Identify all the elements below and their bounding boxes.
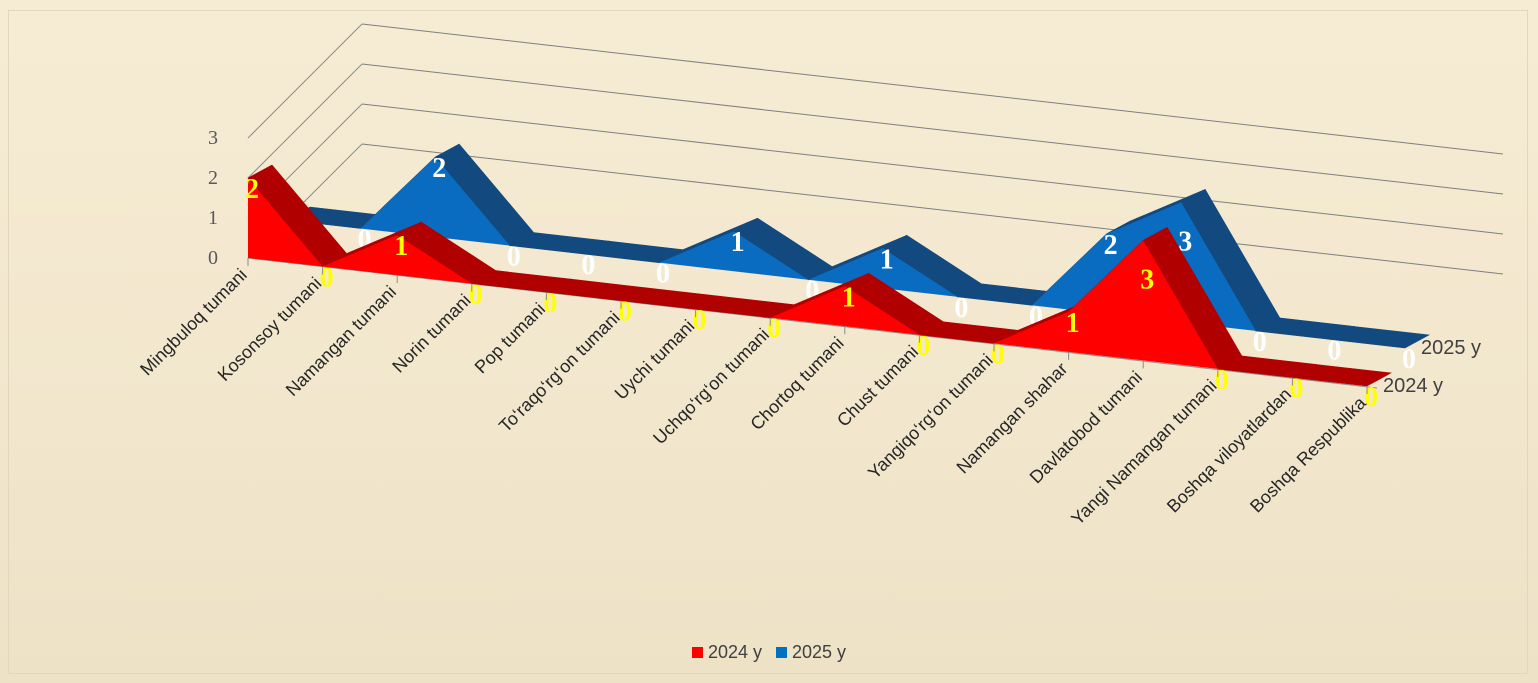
- legend-label-2024: 2024 y: [707, 642, 762, 662]
- data-label: 2: [1104, 230, 1118, 261]
- legend-label-2025: 2025 y: [792, 642, 847, 662]
- x-tick-label: Uychi tumani: [611, 316, 699, 404]
- gridline-3: [361, 23, 1504, 155]
- gridline-0: [361, 143, 1504, 275]
- x-tick-label: Norin tumani: [388, 290, 474, 376]
- data-label: 1: [880, 244, 894, 275]
- data-label: 0: [507, 242, 521, 273]
- data-label: 3: [1140, 264, 1154, 295]
- chart-frame: [8, 10, 1528, 674]
- legend-item-2025[interactable]: 2025 y: [776, 642, 846, 663]
- x-tick-label: Chust tumani: [833, 341, 922, 430]
- back-wall-gridlines: [361, 23, 1504, 275]
- data-label: 0: [1253, 327, 1267, 358]
- y-tick-label: 1: [208, 207, 218, 229]
- y-tick-label: 0: [208, 247, 218, 269]
- y-tick-label: 2: [208, 167, 218, 189]
- x-tick-label: Yangi Namangan tumani: [1067, 376, 1220, 529]
- data-label: 0: [1402, 344, 1416, 375]
- legend-swatch-2025: [776, 647, 787, 658]
- legend-swatch-2024: [691, 647, 703, 658]
- data-label: 3: [1178, 226, 1192, 257]
- data-label: 1: [731, 227, 745, 258]
- area-front-face: [248, 178, 1367, 386]
- side-gridline-2: [247, 63, 363, 179]
- floor-front-edge: [247, 257, 1378, 389]
- data-label: 0: [656, 259, 670, 290]
- gridline-2: [361, 63, 1504, 195]
- side-gridline-3: [247, 23, 363, 139]
- data-label: 2: [432, 153, 446, 184]
- data-label: 0: [954, 293, 968, 324]
- chart-legend: 2024 y 2025 y: [0, 642, 1538, 663]
- gridline-1: [361, 103, 1504, 235]
- data-label: 2: [245, 174, 259, 205]
- data-label: 0: [1327, 335, 1341, 366]
- legend-item-2024[interactable]: 2024 y: [691, 642, 762, 663]
- data-label: 1: [394, 231, 408, 262]
- data-label: 0: [581, 250, 595, 281]
- y-tick-label: 3: [208, 127, 218, 149]
- series-axis-label: 2025 y: [1421, 337, 1481, 359]
- y-axis: 0 1 2 3: [208, 127, 218, 269]
- data-label: 1: [1066, 308, 1080, 339]
- data-label: 1: [842, 282, 856, 313]
- series-axis-label: 2024 y: [1383, 375, 1443, 397]
